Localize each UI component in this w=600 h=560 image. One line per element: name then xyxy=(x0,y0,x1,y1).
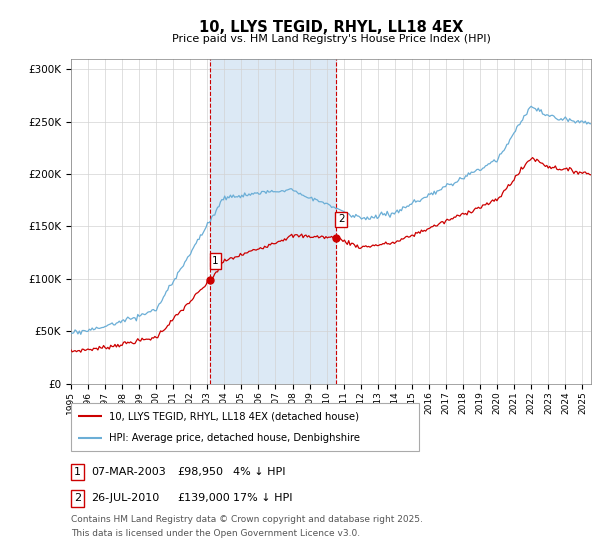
Text: 2: 2 xyxy=(338,214,344,224)
Text: 10, LLYS TEGID, RHYL, LL18 4EX (detached house): 10, LLYS TEGID, RHYL, LL18 4EX (detached… xyxy=(109,411,359,421)
Text: 1: 1 xyxy=(74,467,81,477)
FancyBboxPatch shape xyxy=(71,490,84,507)
Text: 17% ↓ HPI: 17% ↓ HPI xyxy=(233,493,292,503)
Text: 26-JUL-2010: 26-JUL-2010 xyxy=(91,493,160,503)
FancyBboxPatch shape xyxy=(71,403,419,451)
Text: 1: 1 xyxy=(212,256,219,266)
Text: £98,950: £98,950 xyxy=(177,467,223,477)
Text: 2: 2 xyxy=(74,493,81,503)
Text: HPI: Average price, detached house, Denbighshire: HPI: Average price, detached house, Denb… xyxy=(109,433,360,443)
FancyBboxPatch shape xyxy=(71,464,84,480)
Text: 4% ↓ HPI: 4% ↓ HPI xyxy=(233,467,286,477)
Text: Contains HM Land Registry data © Crown copyright and database right 2025.
This d: Contains HM Land Registry data © Crown c… xyxy=(71,515,422,538)
Text: 10, LLYS TEGID, RHYL, LL18 4EX: 10, LLYS TEGID, RHYL, LL18 4EX xyxy=(199,20,463,35)
Text: £139,000: £139,000 xyxy=(177,493,230,503)
Text: 07-MAR-2003: 07-MAR-2003 xyxy=(91,467,166,477)
Bar xyxy=(211,59,336,384)
Text: Price paid vs. HM Land Registry's House Price Index (HPI): Price paid vs. HM Land Registry's House … xyxy=(172,34,491,44)
